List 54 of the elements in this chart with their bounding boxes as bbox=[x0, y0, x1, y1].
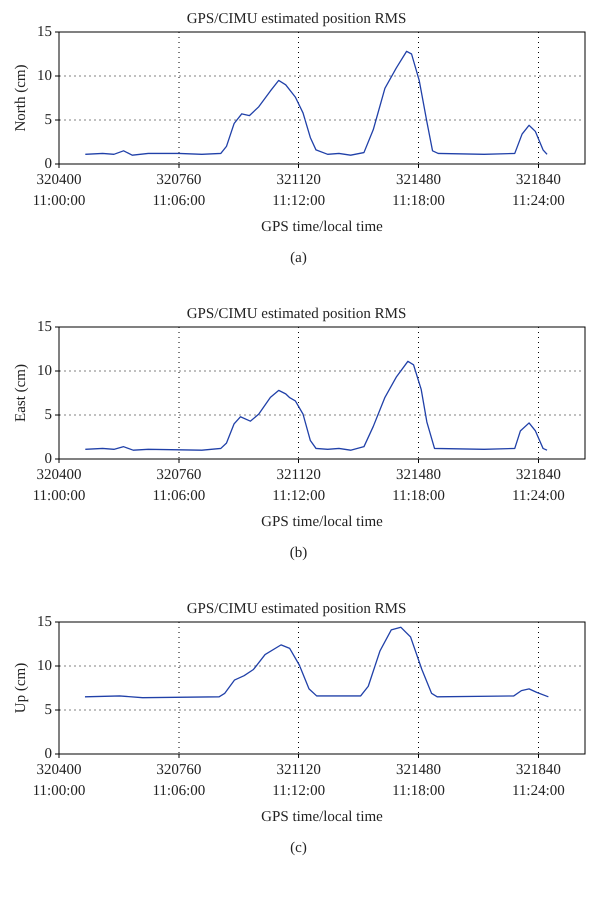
x2-tick-label: 11:00:00 bbox=[32, 192, 86, 209]
y-tick-label: 0 bbox=[44, 450, 52, 467]
x-tick-label: 321120 bbox=[276, 762, 321, 778]
text: (b) bbox=[288, 544, 308, 563]
y-tick-label: 15 bbox=[37, 24, 52, 40]
y-axis-title: North (cm) bbox=[12, 64, 29, 132]
x-axis-title: GPS time/local time bbox=[261, 808, 384, 825]
x2-tick-label: 11:12:00 bbox=[272, 488, 326, 504]
x-tick-label: 321480 bbox=[396, 762, 442, 778]
text: (c) bbox=[289, 839, 308, 858]
x-axis-title: GPS time/local time bbox=[261, 218, 384, 235]
text: (a) bbox=[289, 249, 308, 268]
x2-tick-label: 11:06:00 bbox=[152, 488, 206, 504]
y-axis-title: Up (cm) bbox=[12, 662, 29, 714]
y-tick-label: 10 bbox=[37, 362, 52, 379]
x2-tick-label: 11:06:00 bbox=[152, 782, 206, 799]
x2-tick-label: 11:24:00 bbox=[512, 782, 565, 799]
x2-tick-label: 11:24:00 bbox=[512, 192, 565, 209]
x-tick-label: 320400 bbox=[36, 762, 82, 778]
x2-tick-label: 11:12:00 bbox=[272, 192, 326, 209]
chart-title: GPS/CIMU estimated position RMS bbox=[186, 10, 406, 27]
x2-tick-label: 11:18:00 bbox=[392, 192, 445, 209]
x-tick-label: 321120 bbox=[276, 172, 321, 188]
y-tick-label: 5 bbox=[44, 702, 52, 718]
x-tick-label: 321840 bbox=[516, 466, 561, 483]
y-tick-label: 10 bbox=[37, 658, 52, 674]
y-tick-label: 5 bbox=[44, 112, 52, 128]
x-tick-label: 320760 bbox=[156, 172, 202, 188]
y-axis-title: East (cm) bbox=[12, 364, 29, 422]
x-tick-label: 321480 bbox=[396, 466, 442, 483]
x-tick-label: 320400 bbox=[36, 466, 82, 483]
x2-tick-label: 11:24:00 bbox=[512, 488, 565, 504]
y-tick-label: 0 bbox=[44, 746, 52, 762]
x-tick-label: 320760 bbox=[156, 466, 202, 483]
x-tick-label: 321120 bbox=[276, 466, 321, 483]
chart-title: GPS/CIMU estimated position RMS bbox=[186, 306, 406, 322]
x-tick-label: 321840 bbox=[516, 172, 561, 188]
y-tick-label: 15 bbox=[37, 614, 52, 630]
y-tick-label: 10 bbox=[37, 68, 52, 84]
x2-tick-label: 11:00:00 bbox=[32, 488, 86, 504]
x2-tick-label: 11:00:00 bbox=[32, 782, 86, 799]
y-tick-label: 0 bbox=[44, 156, 52, 172]
x-axis-title: GPS time/local time bbox=[261, 514, 384, 530]
chart-title: GPS/CIMU estimated position RMS bbox=[186, 600, 406, 617]
x2-tick-label: 11:12:00 bbox=[272, 782, 326, 799]
x2-tick-label: 11:06:00 bbox=[152, 192, 206, 209]
x2-tick-label: 11:18:00 bbox=[392, 782, 445, 799]
y-tick-label: 15 bbox=[37, 318, 52, 335]
y-tick-label: 5 bbox=[44, 406, 52, 423]
x-tick-label: 321480 bbox=[396, 172, 442, 188]
x-tick-label: 321840 bbox=[516, 762, 561, 778]
x-tick-label: 320400 bbox=[36, 172, 82, 188]
x2-tick-label: 11:18:00 bbox=[392, 488, 445, 504]
x-tick-label: 320760 bbox=[156, 762, 202, 778]
